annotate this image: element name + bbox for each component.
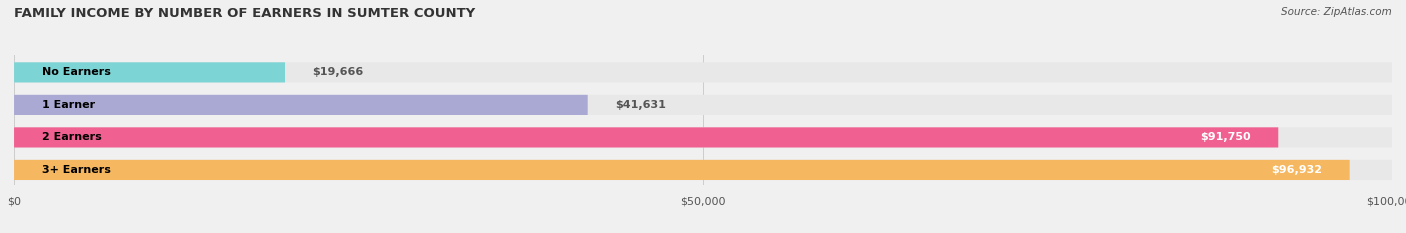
FancyBboxPatch shape — [14, 62, 285, 82]
Text: $91,750: $91,750 — [1201, 132, 1251, 142]
Text: $19,666: $19,666 — [312, 67, 364, 77]
FancyBboxPatch shape — [14, 127, 1278, 147]
FancyBboxPatch shape — [14, 160, 1350, 180]
FancyBboxPatch shape — [14, 95, 588, 115]
Text: 3+ Earners: 3+ Earners — [42, 165, 111, 175]
Text: 1 Earner: 1 Earner — [42, 100, 94, 110]
FancyBboxPatch shape — [14, 95, 1392, 115]
Text: Source: ZipAtlas.com: Source: ZipAtlas.com — [1281, 7, 1392, 17]
FancyBboxPatch shape — [14, 62, 1392, 82]
FancyBboxPatch shape — [14, 127, 1392, 147]
Text: $41,631: $41,631 — [616, 100, 666, 110]
Text: FAMILY INCOME BY NUMBER OF EARNERS IN SUMTER COUNTY: FAMILY INCOME BY NUMBER OF EARNERS IN SU… — [14, 7, 475, 20]
Text: No Earners: No Earners — [42, 67, 111, 77]
FancyBboxPatch shape — [14, 160, 1392, 180]
Text: 2 Earners: 2 Earners — [42, 132, 101, 142]
Text: $96,932: $96,932 — [1271, 165, 1322, 175]
